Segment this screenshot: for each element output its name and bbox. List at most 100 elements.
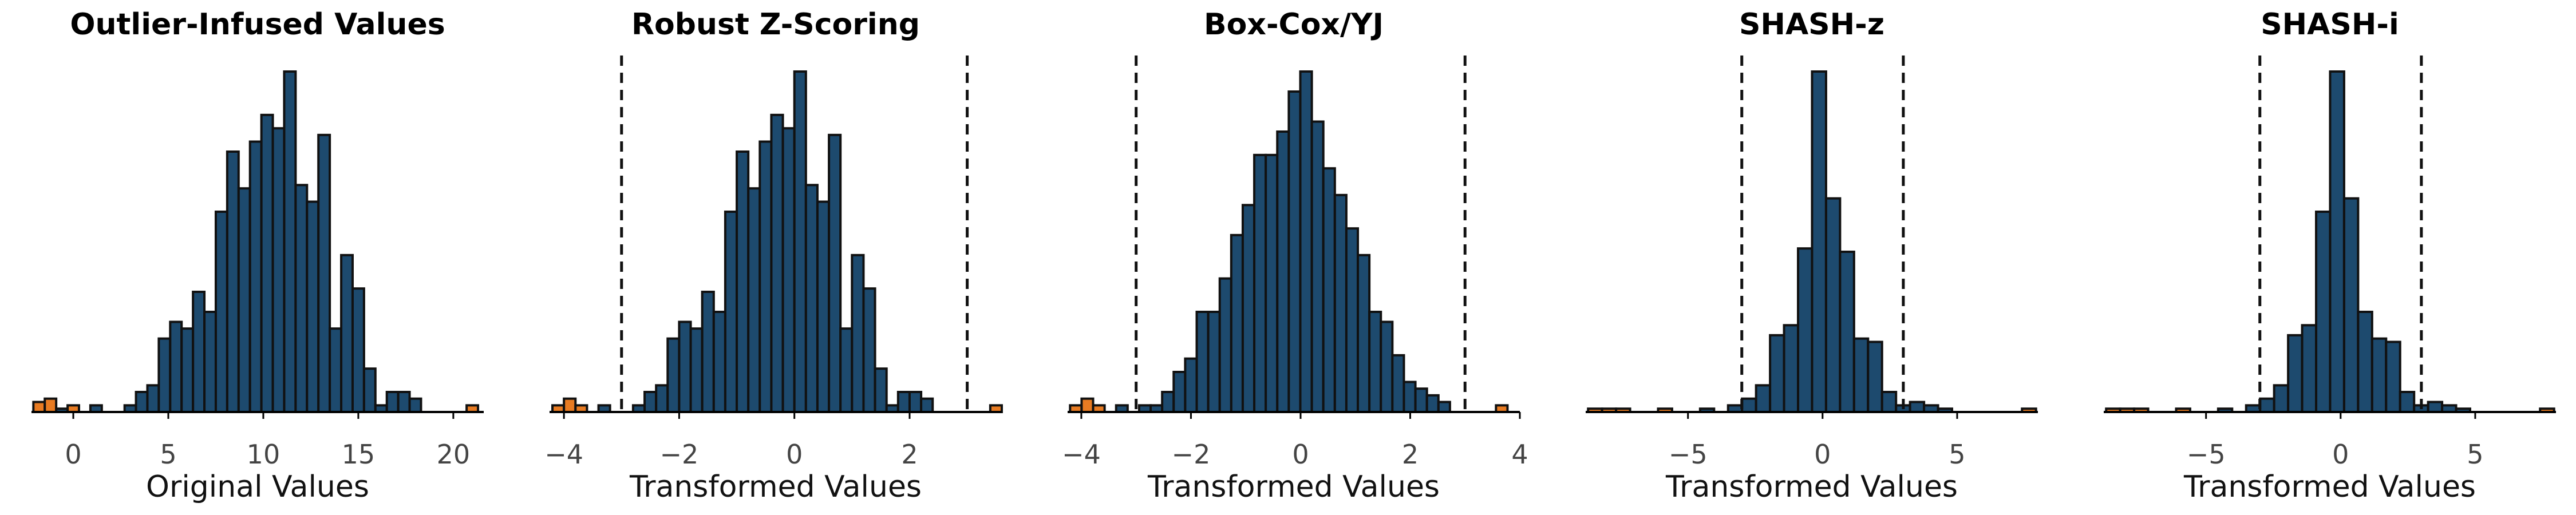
histogram-bar xyxy=(1425,394,1440,413)
histogram-bar xyxy=(1265,153,1279,413)
x-tick-label: 10 xyxy=(247,439,280,470)
histogram-bar xyxy=(1253,153,1267,413)
x-tick-label: 0 xyxy=(1814,439,1831,470)
histogram-bar xyxy=(828,133,842,413)
x-tick-label: 5 xyxy=(2467,439,2483,470)
histogram-bar xyxy=(1345,227,1360,413)
panel-title: SHASH-i xyxy=(2261,7,2399,42)
histogram-bar xyxy=(192,291,206,413)
x-tick-label: −5 xyxy=(2187,439,2226,470)
histogram-bar xyxy=(781,127,796,414)
histogram-bar xyxy=(1380,320,1394,413)
x-tick-label: 0 xyxy=(65,439,81,470)
histogram-bar xyxy=(862,287,876,413)
histogram-bar xyxy=(1437,401,1451,413)
histogram-bar xyxy=(1402,381,1417,413)
histogram-bar xyxy=(2329,70,2345,413)
histogram-bar xyxy=(1287,90,1302,413)
histogram-bar xyxy=(146,384,160,413)
histogram-bar xyxy=(1161,391,1175,413)
histogram-bar xyxy=(271,127,286,414)
histogram-bar xyxy=(1391,354,1405,413)
histogram-bar xyxy=(1241,204,1256,413)
histogram-bar xyxy=(816,200,831,413)
outlier-bar xyxy=(44,397,58,414)
histogram-bar xyxy=(340,253,354,413)
panel-title: Robust Z-Scoring xyxy=(631,7,920,42)
histogram-bar xyxy=(2357,311,2373,413)
histogram-bar xyxy=(920,397,934,414)
histogram-bar xyxy=(1310,120,1325,413)
histogram-bar xyxy=(747,187,761,413)
panel-title: Outlier-Infused Values xyxy=(70,7,445,42)
x-tick-label: −2 xyxy=(660,439,699,470)
x-tick-label: 5 xyxy=(160,439,176,470)
panel-title: SHASH-z xyxy=(1739,7,1884,42)
histogram-bar xyxy=(2427,401,2444,413)
histogram-bar xyxy=(1184,357,1198,414)
x-tick-label: 4 xyxy=(1511,439,1528,470)
histogram-bar xyxy=(1207,311,1221,413)
histogram-bar xyxy=(874,367,888,414)
histogram-bar xyxy=(408,397,422,414)
histogram-bar xyxy=(896,391,911,413)
outlier-bar xyxy=(563,397,577,414)
histogram-bar xyxy=(736,150,750,413)
histogram-bar xyxy=(1797,247,1814,413)
histogram-bar xyxy=(226,150,240,413)
histogram-bar xyxy=(362,367,377,414)
histogram-bar xyxy=(1299,70,1313,413)
histogram-bar xyxy=(1218,277,1232,413)
histogram-bar xyxy=(724,211,738,413)
outlier-bar xyxy=(1080,397,1095,414)
histogram-bar xyxy=(214,211,228,413)
histogram-bar xyxy=(260,113,274,414)
histogram-bar xyxy=(1172,371,1187,413)
histogram-bar xyxy=(701,291,715,413)
histogram-bar xyxy=(689,327,704,414)
histogram-bar xyxy=(1755,384,1772,413)
histogram-bar xyxy=(655,384,669,413)
histogram-bar xyxy=(1276,130,1290,413)
histogram-bar xyxy=(385,391,400,413)
histogram-panel: Box-Cox/YJ −4 −2 0 2 4 Transformed Values xyxy=(1062,7,1528,504)
histogram-bar xyxy=(712,311,726,413)
histogram-bar xyxy=(1811,70,1827,413)
histogram-bar xyxy=(2273,384,2290,413)
histogram-bar xyxy=(2370,337,2388,414)
histogram-bar xyxy=(851,253,865,413)
histogram-bar xyxy=(1230,233,1244,413)
histogram-bar xyxy=(770,113,784,414)
histogram-bar xyxy=(157,337,172,414)
x-tick-label: −2 xyxy=(1172,439,1211,470)
x-tick-label: 2 xyxy=(1402,439,1419,470)
histogram-bar xyxy=(678,320,692,413)
histogram-bar xyxy=(1852,337,1870,414)
x-axis-label: Transformed Values xyxy=(1665,470,1958,504)
histogram-bar xyxy=(135,391,149,413)
x-axis-label: Original Values xyxy=(146,470,369,504)
x-axis-label: Transformed Values xyxy=(2183,470,2476,504)
histogram-bar xyxy=(1839,251,1855,413)
histogram-bar xyxy=(397,391,411,413)
histogram-bar xyxy=(908,391,923,413)
histogram-bar xyxy=(2301,324,2318,413)
histogram-bar xyxy=(2315,211,2332,413)
x-tick-label: −4 xyxy=(544,439,583,470)
x-tick-label: 5 xyxy=(1949,439,1965,470)
x-tick-label: 0 xyxy=(2332,439,2349,470)
histogram-bar xyxy=(329,327,343,414)
histogram-bar xyxy=(839,327,854,414)
histogram-bar xyxy=(643,391,658,413)
x-tick-label: −5 xyxy=(1669,439,1708,470)
histogram-bar xyxy=(169,320,183,413)
histogram-bar xyxy=(351,287,365,413)
histogram-bar xyxy=(1867,340,1883,413)
histogram-bar xyxy=(758,140,773,413)
x-tick-label: −4 xyxy=(1062,439,1101,470)
